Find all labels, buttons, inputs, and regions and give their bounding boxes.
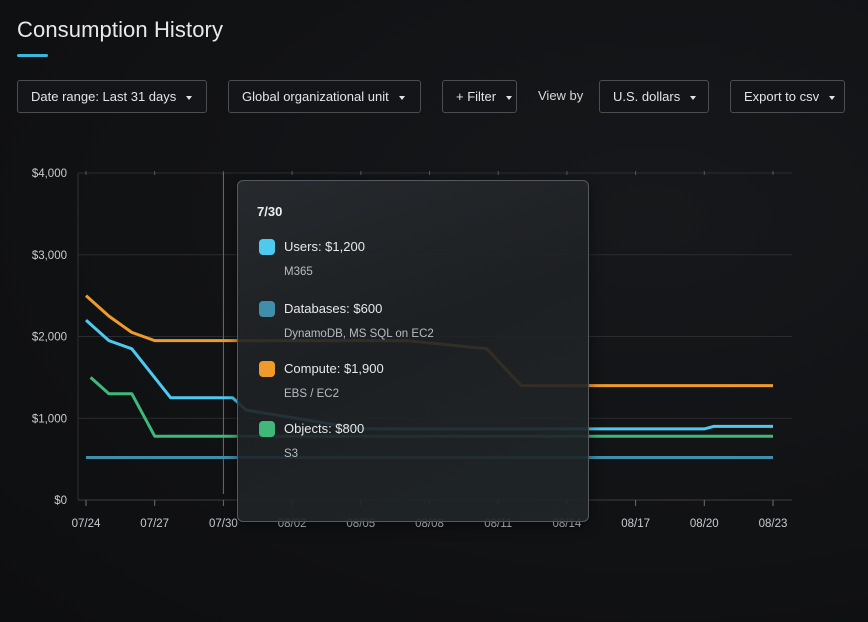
filter-dropdown[interactable]: + Filter	[442, 80, 517, 113]
databases-swatch-icon	[259, 301, 275, 317]
users-swatch-icon	[259, 239, 275, 255]
y-tick-label: $2,000	[32, 332, 67, 344]
tooltip-databases-detail: DynamoDB, MS SQL on EC2	[284, 328, 434, 340]
caret-down-icon	[186, 95, 193, 100]
tooltip-compute-value: Compute: $1,900	[284, 361, 384, 376]
tooltip-objects-value: Objects: $800	[284, 421, 365, 436]
caret-down-icon	[506, 95, 513, 100]
export-csv-dropdown[interactable]: Export to csv	[730, 80, 845, 113]
x-tick-label: 07/30	[209, 518, 238, 530]
export-label: Export to csv	[744, 89, 820, 104]
currency-dropdown[interactable]: U.S. dollars	[599, 80, 709, 113]
tooltip-objects-detail: S3	[284, 448, 299, 460]
tooltip-users-detail: M365	[284, 266, 313, 278]
org-unit-label: Global organizational unit	[242, 89, 389, 104]
y-tick-label: $4,000	[32, 168, 67, 180]
x-tick-label: 08/20	[690, 518, 719, 530]
compute-swatch-icon	[259, 361, 275, 377]
tooltip-date: 7/30	[257, 204, 283, 219]
y-tick-label: $0	[54, 495, 67, 507]
title-underline	[17, 54, 48, 57]
view-by-label: View by	[538, 88, 584, 103]
x-tick-label: 07/27	[140, 518, 169, 530]
page-title: Consumption History	[17, 17, 224, 42]
x-tick-label: 08/17	[621, 518, 650, 530]
x-tick-label: 07/24	[72, 518, 101, 530]
currency-label: U.S. dollars	[613, 89, 681, 104]
y-tick-label: $1,000	[32, 413, 67, 425]
caret-down-icon	[690, 95, 697, 100]
filter-label: + Filter	[456, 89, 497, 104]
tooltip-compute-detail: EBS / EC2	[284, 388, 339, 400]
toolbar: Date range: Last 31 days Global organiza…	[0, 80, 868, 113]
caret-down-icon	[398, 95, 405, 100]
date-range-label: Date range: Last 31 days	[31, 89, 177, 104]
date-range-dropdown[interactable]: Date range: Last 31 days	[17, 80, 207, 113]
tooltip-databases-value: Databases: $600	[284, 301, 383, 316]
y-tick-label: $3,000	[32, 250, 67, 262]
y-axis-labels: $0 $1,000 $2,000 $3,000 $4,000	[32, 168, 67, 507]
objects-swatch-icon	[259, 421, 275, 437]
caret-down-icon	[829, 95, 836, 100]
tooltip-users-value: Users: $1,200	[284, 239, 365, 254]
chart-tooltip: 7/30 Users: $1,200 M365 Databases: $600 …	[237, 180, 589, 522]
org-unit-dropdown[interactable]: Global organizational unit	[228, 80, 421, 113]
x-tick-label: 08/23	[759, 518, 788, 530]
